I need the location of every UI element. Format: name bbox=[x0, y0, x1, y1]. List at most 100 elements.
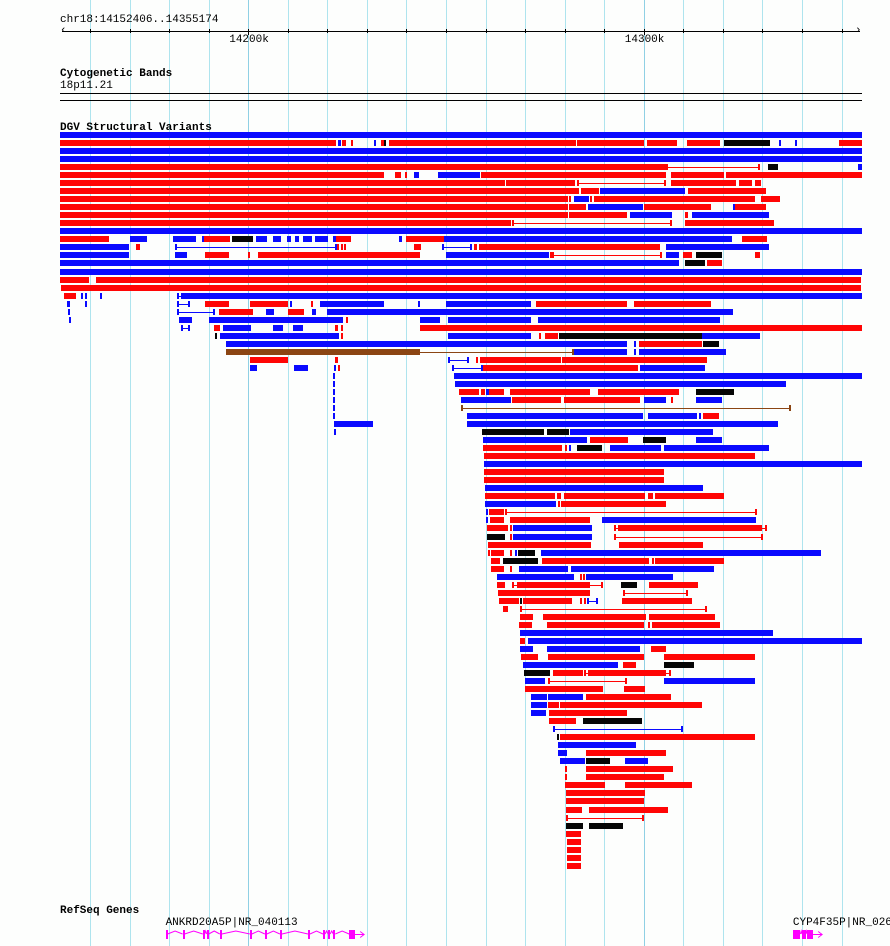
variant-loss[interactable] bbox=[760, 196, 780, 203]
gene-exon[interactable] bbox=[792, 930, 801, 939]
variant-gain[interactable] bbox=[602, 517, 756, 524]
variant-loss[interactable] bbox=[484, 493, 555, 500]
variant-gain[interactable] bbox=[272, 236, 282, 243]
variant-loss[interactable] bbox=[344, 244, 347, 251]
variant-loss[interactable] bbox=[839, 140, 863, 147]
variant-loss[interactable] bbox=[682, 252, 693, 259]
variant-loss[interactable] bbox=[335, 324, 339, 331]
variant-loss[interactable] bbox=[567, 862, 581, 869]
variant-loss[interactable] bbox=[341, 140, 347, 147]
variant-gain[interactable] bbox=[294, 364, 308, 371]
variant-gain[interactable] bbox=[59, 244, 130, 251]
variant-gain[interactable] bbox=[663, 678, 755, 685]
variant-gain[interactable] bbox=[639, 348, 726, 355]
variant-loss[interactable] bbox=[559, 702, 703, 709]
variant-loss[interactable] bbox=[565, 782, 605, 789]
variant-complex[interactable] bbox=[557, 734, 560, 741]
gene-exon[interactable] bbox=[249, 930, 252, 939]
variant-loss[interactable] bbox=[580, 188, 600, 195]
variant-loss[interactable] bbox=[59, 172, 384, 179]
variant-gain[interactable] bbox=[496, 573, 575, 580]
variant-complex[interactable] bbox=[586, 758, 611, 765]
variant-loss[interactable] bbox=[565, 806, 583, 813]
structural-variant-span[interactable] bbox=[614, 536, 763, 538]
variant-loss[interactable] bbox=[622, 597, 693, 604]
variant-loss[interactable] bbox=[509, 565, 512, 572]
variant-gain[interactable] bbox=[569, 445, 572, 452]
variant-loss[interactable] bbox=[482, 445, 562, 452]
variant-gain[interactable] bbox=[209, 316, 344, 323]
variant-gain[interactable] bbox=[732, 204, 735, 211]
variant-complex[interactable] bbox=[523, 670, 551, 676]
gene-exon[interactable] bbox=[202, 930, 205, 939]
variant-gain[interactable] bbox=[699, 413, 702, 420]
variant-gain[interactable] bbox=[446, 252, 549, 259]
gene-exon[interactable] bbox=[328, 930, 331, 939]
structural-variant-span[interactable] bbox=[448, 359, 469, 361]
variant-loss[interactable] bbox=[552, 670, 584, 676]
variant-loss[interactable] bbox=[754, 180, 761, 187]
variant-gain[interactable] bbox=[514, 549, 517, 556]
variant-gain[interactable] bbox=[59, 132, 863, 138]
variant-gain[interactable] bbox=[69, 316, 72, 323]
variant-complex[interactable] bbox=[663, 661, 694, 668]
variant-loss[interactable] bbox=[589, 437, 629, 444]
variant-loss[interactable] bbox=[625, 782, 692, 789]
structural-variant-span[interactable] bbox=[417, 351, 575, 353]
variant-gain[interactable] bbox=[453, 372, 863, 379]
variant-loss[interactable] bbox=[351, 140, 354, 147]
variant-gain[interactable] bbox=[484, 485, 704, 492]
variant-loss[interactable] bbox=[644, 204, 711, 211]
structural-variant-span[interactable] bbox=[576, 183, 667, 185]
variant-loss[interactable] bbox=[497, 589, 590, 596]
variant-loss[interactable] bbox=[576, 140, 645, 147]
variant-loss[interactable] bbox=[509, 549, 512, 556]
variant-loss[interactable] bbox=[505, 180, 575, 187]
variant-loss[interactable] bbox=[341, 244, 344, 251]
variant-loss[interactable] bbox=[598, 388, 680, 395]
variant-loss[interactable] bbox=[588, 670, 667, 676]
variant-gain[interactable] bbox=[557, 742, 637, 749]
variant-loss[interactable] bbox=[548, 702, 560, 709]
variant-gain[interactable] bbox=[546, 645, 641, 652]
variant-loss[interactable] bbox=[586, 750, 666, 757]
variant-loss[interactable] bbox=[509, 517, 590, 524]
variant-loss[interactable] bbox=[738, 180, 752, 187]
variant-gain[interactable] bbox=[695, 396, 722, 403]
variant-gain[interactable] bbox=[338, 140, 342, 147]
variant-complex[interactable] bbox=[695, 252, 722, 259]
variant-loss[interactable] bbox=[483, 477, 665, 484]
structural-variant-span[interactable] bbox=[177, 303, 191, 305]
variant-loss[interactable] bbox=[519, 613, 534, 620]
variant-loss[interactable] bbox=[561, 356, 708, 363]
variant-complex[interactable] bbox=[517, 549, 535, 556]
variant-loss[interactable] bbox=[341, 332, 344, 339]
variant-loss[interactable] bbox=[389, 140, 577, 147]
variant-gain[interactable] bbox=[59, 268, 863, 275]
variant-gain[interactable] bbox=[444, 236, 732, 243]
variant-loss[interactable] bbox=[655, 557, 725, 564]
variant-loss[interactable] bbox=[538, 332, 541, 339]
variant-gain[interactable] bbox=[130, 236, 148, 243]
variant-complex[interactable] bbox=[519, 597, 522, 604]
variant-gain[interactable] bbox=[59, 156, 863, 163]
variant-loss[interactable] bbox=[623, 661, 637, 668]
structural-variant-span[interactable] bbox=[666, 167, 760, 169]
variant-loss[interactable] bbox=[624, 686, 646, 693]
variant-loss[interactable] bbox=[734, 204, 766, 211]
variant-complex[interactable] bbox=[559, 332, 702, 339]
gene-exon[interactable] bbox=[801, 930, 806, 939]
variant-gain[interactable] bbox=[172, 236, 197, 243]
structural-variant-span[interactable] bbox=[623, 592, 689, 594]
variant-gain[interactable] bbox=[315, 236, 329, 243]
variant-loss[interactable] bbox=[502, 605, 508, 612]
variant-gain[interactable] bbox=[289, 300, 293, 307]
variant-loss[interactable] bbox=[565, 798, 645, 805]
variant-loss[interactable] bbox=[511, 396, 562, 403]
variant-loss[interactable] bbox=[542, 613, 647, 620]
variant-complex[interactable] bbox=[621, 581, 638, 588]
variant-loss[interactable] bbox=[335, 356, 339, 363]
variant-loss[interactable] bbox=[586, 694, 672, 701]
variant-gain[interactable] bbox=[266, 308, 274, 315]
variant-complex[interactable] bbox=[546, 429, 569, 436]
